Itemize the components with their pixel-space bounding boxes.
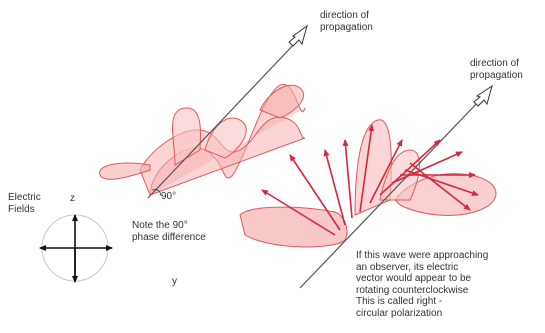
circular-wave-upper-lobe	[354, 119, 392, 216]
electric-vector-2	[289, 154, 341, 231]
angle-label: 90°	[161, 191, 177, 202]
phase-note: Note the 90° phase difference	[132, 220, 206, 244]
propagation-axis-1	[147, 39, 299, 199]
propagation-arrow-1	[288, 24, 308, 47]
observer-line-3: vector would appear to be	[356, 273, 472, 284]
phase-note-line-1: Note the 90°	[132, 220, 188, 231]
propagation-axis-2	[299, 99, 481, 289]
propagation-arrow-2	[473, 84, 493, 107]
observer-line-5: This is called right -	[356, 296, 443, 307]
electric-fields-label: Electric Fields	[8, 192, 41, 216]
observer-explanation: If this wave were approaching an observe…	[356, 250, 488, 319]
electric-fields-line-1: Electric	[8, 192, 41, 203]
direction-label-2: direction of propagation	[470, 58, 523, 82]
mid-wave-lobe	[204, 117, 247, 159]
electric-vector-10	[404, 169, 479, 196]
direction-label-2-line-2: propagation	[470, 70, 523, 81]
electric-vector-8	[391, 151, 463, 184]
direction-label-1-line-2: propagation	[320, 22, 373, 33]
angle-arc-icon	[151, 189, 162, 197]
circular-wave-mid-lobe	[379, 149, 420, 201]
phase-note-line-2: phase difference	[132, 232, 206, 243]
observer-line-1: If this wave were approaching	[356, 250, 489, 261]
linear-wave-group	[99, 24, 308, 199]
z-axis-label: z	[70, 193, 75, 204]
observer-line-4: rotating counterclockwise	[356, 284, 469, 296]
direction-label-1: direction of propagation	[320, 10, 373, 34]
direction-label-1-line-1: direction of	[320, 10, 369, 21]
lower-wave-lobe	[99, 162, 151, 180]
y-axis-label: y	[172, 276, 177, 287]
electric-vector-5	[359, 124, 375, 213]
observer-line-6: circular polarization	[356, 307, 443, 319]
electric-vector-11	[409, 162, 471, 211]
electric-field-axes	[39, 214, 113, 283]
electric-vector-1	[261, 189, 336, 236]
circular-wave-group	[239, 84, 497, 289]
electric-vector-7	[379, 139, 441, 196]
electric-fields-line-2: Fields	[8, 204, 35, 215]
electric-vector-4	[342, 139, 353, 219]
electric-vector-3	[323, 149, 346, 226]
observer-line-2: an observer, its electric	[356, 261, 459, 273]
electric-vector-arrows	[261, 124, 479, 236]
far-wave-lobe	[259, 84, 305, 119]
direction-label-2-line-1: direction of	[470, 58, 519, 69]
circular-wave-lower-lobe	[239, 206, 348, 248]
electric-vector-6	[369, 139, 403, 204]
